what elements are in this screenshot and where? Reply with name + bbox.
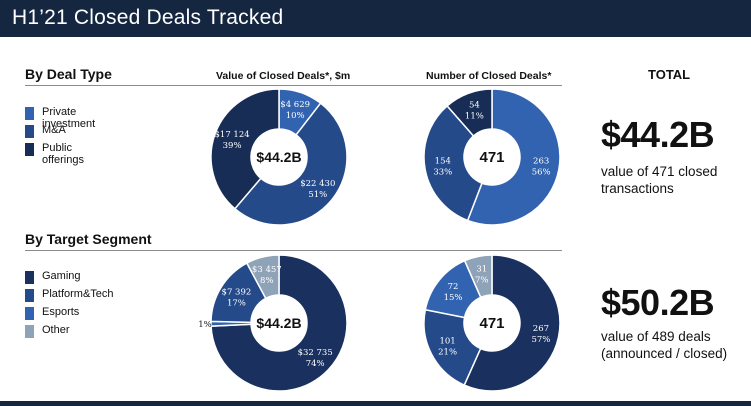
- legend-label: M&A: [42, 124, 66, 136]
- legend-label: Platform&Tech: [42, 288, 114, 300]
- slice-label: $7 392: [222, 287, 252, 297]
- slice-label: 51%: [308, 190, 327, 200]
- slice-label: 267: [533, 324, 549, 334]
- total-desc-line: transactions: [601, 181, 674, 196]
- donut-hole: [464, 129, 520, 185]
- legend-label: Esports: [42, 306, 80, 318]
- slice-label: 11%: [465, 112, 484, 122]
- slice-label: 57%: [531, 335, 550, 345]
- slice-label: $22 430: [300, 179, 335, 189]
- section-title-target-segment: By Target Segment: [25, 231, 152, 247]
- legend-swatch: [25, 143, 34, 156]
- legend-swatch: [25, 125, 34, 138]
- slice-label: $17 124: [215, 130, 250, 140]
- page-title: H1’21 Closed Deals Tracked: [12, 6, 284, 29]
- slice-label: 31: [476, 265, 487, 275]
- total-value-deal-type: $44.2B: [601, 114, 715, 155]
- slice-label: 39%: [223, 141, 242, 151]
- title-bar: H1’21 Closed Deals Tracked: [0, 0, 751, 37]
- section-divider: [25, 85, 562, 86]
- slice-label: 154: [435, 156, 451, 166]
- left-edge-mask: [0, 345, 7, 406]
- donut-center-label: 471: [479, 149, 504, 166]
- donut-hole: [251, 295, 307, 351]
- legend-label: Other: [42, 324, 70, 336]
- slice-label: 56%: [532, 168, 551, 178]
- slice-label: $32 735: [298, 348, 333, 358]
- legend-swatch: [25, 289, 34, 302]
- slice-label: 17%: [227, 298, 246, 308]
- slice-label: 10%: [286, 111, 305, 121]
- total-desc-deal-type: value of 471 closed transactions: [601, 163, 717, 197]
- slice-label: 54: [469, 101, 480, 111]
- legend-swatch: [25, 325, 34, 338]
- value-column-header: Value of Closed Deals*, $m: [216, 70, 351, 82]
- total-header: TOTAL: [648, 67, 691, 82]
- donut-hole: [251, 129, 307, 185]
- donut-center-label: $44.2B: [256, 315, 301, 331]
- slice-label: 15%: [444, 293, 463, 303]
- slice-label: 7%: [475, 276, 489, 286]
- slice-label: 21%: [438, 347, 457, 357]
- slice-label: 1%: [198, 320, 212, 330]
- donut-center-label: 471: [479, 315, 504, 332]
- slice-label: 8%: [260, 276, 274, 286]
- total-desc-segment: value of 489 deals (announced / closed): [601, 328, 727, 362]
- legend-label: Public offerings: [42, 142, 84, 166]
- slice-label: 74%: [306, 359, 325, 369]
- slice-label: $4 629: [280, 100, 310, 110]
- legend-label: Private investment: [42, 106, 96, 130]
- total-desc-line: value of 489 deals: [601, 329, 711, 344]
- section-divider: [25, 250, 562, 251]
- legend-swatch: [25, 307, 34, 320]
- legend-label: Gaming: [42, 270, 81, 282]
- donut-center-label: $44.2B: [256, 149, 301, 165]
- slice-label: 101: [439, 336, 455, 346]
- legend-swatch: [25, 271, 34, 284]
- legend-swatch: [25, 107, 34, 120]
- slice-label: 33%: [433, 167, 452, 177]
- total-desc-line: value of 471 closed: [601, 164, 718, 179]
- slice-label: $3 457: [252, 265, 282, 275]
- total-desc-line: (announced / closed): [601, 346, 728, 361]
- slice-label: 263: [533, 157, 549, 167]
- donut-hole: [464, 295, 520, 351]
- bottom-bar: [0, 401, 751, 406]
- count-column-header: Number of Closed Deals*: [426, 70, 552, 82]
- slice-label: 72: [448, 282, 459, 292]
- section-title-deal-type: By Deal Type: [25, 66, 112, 82]
- total-value-segment: $50.2B: [601, 282, 715, 323]
